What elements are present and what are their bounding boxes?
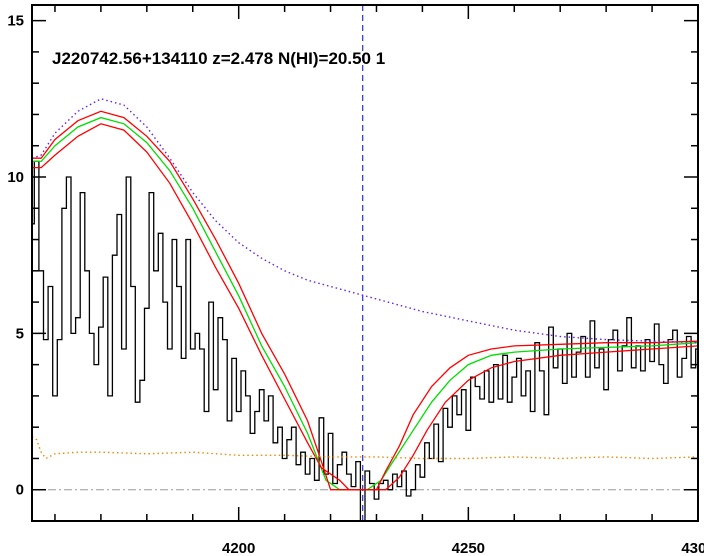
y-tick-label: 5 — [16, 325, 24, 342]
x-tick-label: 4250 — [452, 540, 485, 556]
y-tick-label: 0 — [16, 482, 24, 499]
chart-title: J220742.56+134110 z=2.478 N(HI)=20.50 1 — [52, 49, 385, 68]
plot-frame — [31, 4, 699, 522]
series-line-1 — [32, 116, 698, 491]
tick-layer — [32, 5, 699, 521]
y-tick-label: 15 — [7, 13, 24, 30]
y-tick-label: 10 — [7, 169, 24, 186]
x-tick-label: 4200 — [222, 540, 255, 556]
series-line-3 — [32, 123, 698, 491]
series-line-2 — [32, 110, 698, 491]
series-layer — [32, 5, 698, 521]
series-line-0 — [32, 160, 698, 521]
series-line-5 — [32, 436, 698, 460]
series-line-4 — [32, 98, 698, 344]
